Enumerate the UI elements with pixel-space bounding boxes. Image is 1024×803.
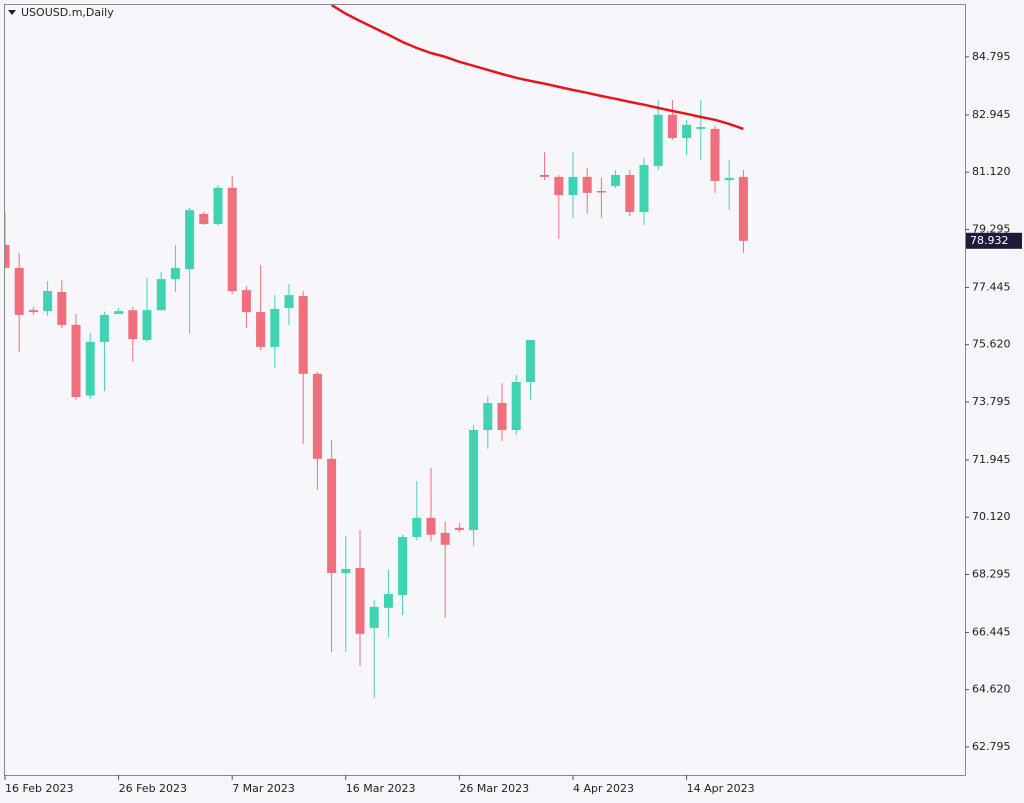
candle-body	[724, 177, 734, 181]
candle-body	[454, 527, 464, 531]
candle-body	[440, 532, 450, 545]
x-tick-label: 16 Feb 2023	[5, 782, 73, 795]
candle-body	[582, 176, 592, 193]
x-tick-label: 4 Apr 2023	[573, 782, 634, 795]
candle-body	[128, 310, 138, 340]
candle-body	[412, 517, 422, 537]
y-tick-label: 70.120	[972, 510, 1011, 523]
candle-body	[270, 308, 280, 347]
y-tick-label: 82.945	[972, 108, 1011, 121]
candle-body	[682, 124, 692, 138]
y-tick-label: 81.120	[972, 165, 1011, 178]
candle-body	[227, 187, 237, 292]
candle-body	[284, 295, 294, 308]
candle-body	[369, 606, 379, 628]
candle-body	[298, 296, 308, 374]
candle-body	[525, 339, 535, 383]
candle-body	[696, 127, 706, 129]
candle-body	[568, 176, 578, 196]
candle-body	[511, 382, 521, 430]
y-tick-label: 68.295	[972, 567, 1011, 580]
candle-body	[156, 279, 166, 311]
candle-body	[625, 174, 635, 213]
candle-body	[170, 267, 180, 280]
moving-average-line	[330, 5, 744, 131]
candle-body	[540, 174, 550, 177]
x-tick-label: 16 Mar 2023	[346, 782, 416, 795]
y-tick-label: 75.620	[972, 338, 1011, 351]
candle-body	[341, 568, 351, 574]
last-price-box	[966, 232, 1022, 249]
x-tick-label: 26 Mar 2023	[459, 782, 529, 795]
candle-body	[213, 187, 223, 224]
candle-body	[398, 536, 408, 595]
candle-body	[28, 310, 38, 313]
candle-body	[57, 291, 67, 325]
plot	[5, 5, 748, 698]
candle-body	[469, 429, 479, 531]
candle-body	[611, 174, 621, 186]
candle-body	[99, 314, 109, 342]
candle-body	[554, 176, 564, 196]
candle-body	[497, 403, 507, 430]
y-tick-label: 84.795	[972, 50, 1011, 63]
candle-body	[710, 128, 720, 181]
candle-body	[85, 341, 95, 396]
candle-body	[738, 176, 748, 241]
candle-body	[199, 213, 209, 224]
candle-body	[43, 291, 53, 312]
candle-body	[185, 210, 195, 270]
y-tick-label: 73.795	[972, 395, 1011, 408]
candle-body	[653, 114, 663, 166]
y-tick-label: 64.620	[972, 683, 1011, 696]
candle-body	[426, 517, 436, 535]
candle-body	[327, 458, 337, 574]
candle-body	[5, 244, 10, 268]
candle-body	[312, 373, 322, 459]
candle-body	[241, 290, 251, 313]
plot-area	[4, 4, 966, 776]
candle-body	[667, 114, 677, 138]
candle-body	[596, 190, 606, 193]
chart-title: USOUSD.m,Daily	[21, 6, 114, 19]
candle-body	[71, 324, 81, 398]
y-tick-label: 66.445	[972, 625, 1011, 638]
y-tick-label: 79.295	[972, 222, 1011, 235]
candle-body	[483, 403, 493, 430]
x-tick-label: 14 Apr 2023	[687, 782, 755, 795]
menu-arrow[interactable]	[8, 10, 16, 15]
y-tick-label: 71.945	[972, 453, 1011, 466]
candle-body	[639, 164, 649, 213]
candle-body	[383, 594, 393, 608]
x-tick-label: 26 Feb 2023	[119, 782, 187, 795]
last-price-label: 78.932	[970, 234, 1009, 247]
candle-body	[355, 567, 365, 634]
candle-body	[114, 311, 124, 314]
y-tick-label: 62.795	[972, 740, 1011, 753]
candle-body	[14, 267, 24, 315]
y-tick-label: 77.445	[972, 280, 1011, 293]
x-tick-label: 7 Mar 2023	[232, 782, 295, 795]
candle-body	[256, 312, 266, 347]
candle-body	[142, 310, 152, 340]
